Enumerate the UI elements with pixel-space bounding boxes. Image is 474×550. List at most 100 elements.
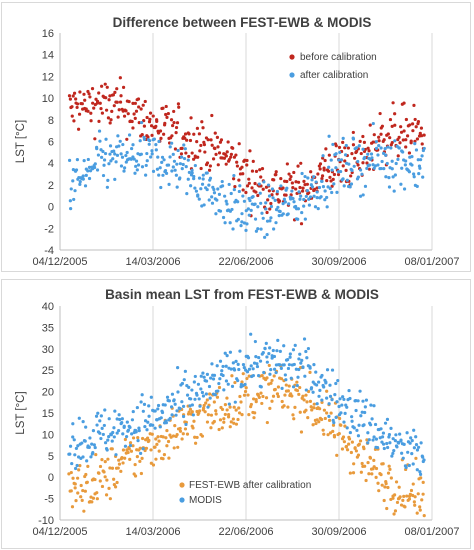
data-point xyxy=(207,183,211,187)
data-point xyxy=(237,142,241,146)
data-point xyxy=(127,133,132,137)
data-point xyxy=(160,410,165,415)
data-point xyxy=(382,446,386,451)
data-point xyxy=(80,441,84,445)
data-point xyxy=(151,463,156,467)
data-point xyxy=(422,146,426,151)
legend-marker xyxy=(289,72,295,78)
data-point xyxy=(225,408,229,412)
data-point xyxy=(217,381,221,386)
data-point xyxy=(278,349,282,353)
data-point xyxy=(327,165,331,169)
data-point xyxy=(380,159,384,164)
data-point xyxy=(121,448,126,452)
data-point xyxy=(134,159,139,163)
data-point xyxy=(336,172,341,177)
data-point xyxy=(131,143,135,147)
data-point xyxy=(308,366,312,370)
data-point xyxy=(315,383,319,387)
data-point xyxy=(253,217,258,221)
data-point xyxy=(157,449,161,453)
data-point xyxy=(131,436,136,440)
data-point xyxy=(296,164,300,168)
data-point xyxy=(399,125,403,129)
data-point xyxy=(272,354,277,359)
data-point xyxy=(168,416,172,420)
data-point xyxy=(270,193,274,197)
data-point xyxy=(181,404,186,408)
data-point xyxy=(282,197,286,201)
data-point xyxy=(411,482,415,486)
data-point xyxy=(343,146,347,150)
data-point xyxy=(95,147,99,151)
data-point xyxy=(250,186,254,190)
data-point xyxy=(414,125,418,129)
data-point xyxy=(316,207,320,211)
data-point xyxy=(122,424,126,428)
data-point xyxy=(239,224,243,228)
data-point xyxy=(214,212,218,216)
data-point xyxy=(145,115,149,120)
data-point xyxy=(240,380,244,384)
data-point xyxy=(124,153,128,158)
data-point xyxy=(265,420,269,425)
data-point xyxy=(102,470,106,474)
data-point xyxy=(74,466,78,471)
data-point xyxy=(108,121,112,125)
data-point xyxy=(98,431,102,435)
data-point xyxy=(396,154,400,158)
data-point xyxy=(403,505,407,509)
data-point xyxy=(233,400,237,404)
data-point xyxy=(385,417,390,421)
data-point xyxy=(379,166,383,171)
data-point xyxy=(223,412,227,417)
data-point xyxy=(108,497,112,501)
data-point xyxy=(392,448,396,453)
data-point xyxy=(365,161,369,165)
data-point xyxy=(286,389,290,393)
data-point xyxy=(128,441,133,445)
data-point xyxy=(254,355,258,359)
data-point xyxy=(286,366,291,371)
data-point xyxy=(261,187,265,191)
data-point xyxy=(254,400,258,404)
data-point xyxy=(173,147,178,151)
data-point xyxy=(167,182,171,186)
data-point xyxy=(302,197,306,202)
data-point xyxy=(218,377,222,381)
data-point xyxy=(405,431,409,435)
x-tick-label: 14/03/2006 xyxy=(125,256,180,268)
data-point xyxy=(351,130,355,135)
data-point xyxy=(175,121,180,125)
data-point xyxy=(120,420,124,425)
data-point xyxy=(339,169,343,174)
data-point xyxy=(168,145,172,149)
data-point xyxy=(334,152,338,156)
data-point xyxy=(133,101,137,105)
data-point xyxy=(116,134,120,138)
data-point xyxy=(276,394,280,399)
data-point xyxy=(172,120,176,125)
data-point xyxy=(115,480,119,485)
data-point xyxy=(272,367,277,371)
y-tick-label: -4 xyxy=(44,245,54,257)
data-point xyxy=(241,372,245,376)
data-point xyxy=(164,436,168,440)
data-point xyxy=(87,176,92,181)
data-point xyxy=(164,171,169,175)
data-point xyxy=(270,378,274,383)
data-point xyxy=(95,99,100,103)
data-point xyxy=(100,111,105,115)
data-point xyxy=(264,201,268,205)
data-point xyxy=(395,445,399,449)
data-point xyxy=(180,400,184,404)
data-point xyxy=(228,350,233,354)
data-point xyxy=(281,186,285,190)
data-point xyxy=(192,380,196,384)
data-point xyxy=(128,425,132,430)
data-point xyxy=(388,467,392,471)
data-point xyxy=(372,435,376,439)
data-point xyxy=(120,456,124,460)
legend-label: MODIS xyxy=(189,495,222,506)
data-point xyxy=(303,174,307,179)
